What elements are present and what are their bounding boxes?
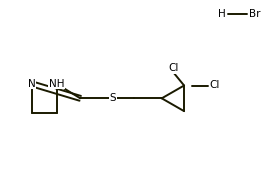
Text: H: H (218, 9, 226, 19)
Text: Br: Br (249, 9, 261, 19)
Text: S: S (110, 93, 117, 103)
Text: NH: NH (49, 79, 64, 89)
Text: Cl: Cl (209, 81, 219, 90)
Text: Cl: Cl (168, 63, 179, 73)
Text: N: N (28, 79, 36, 89)
